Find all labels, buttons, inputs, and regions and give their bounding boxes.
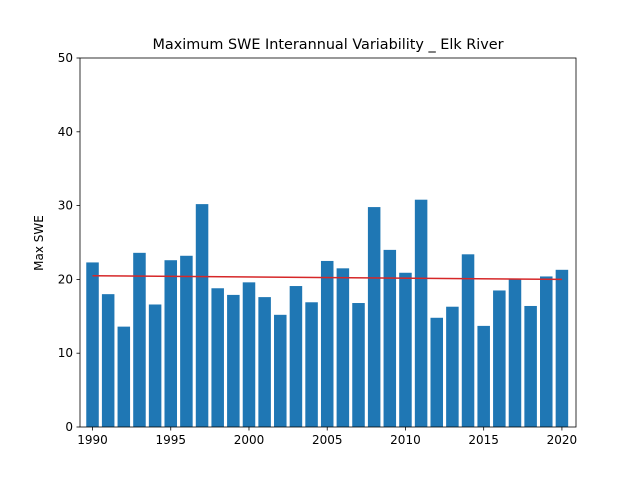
bar-2005 [320,260,334,427]
x-tick-label: 1990 [77,433,108,447]
bar-2020 [555,269,569,427]
bar-2015 [477,325,490,427]
bar-2001 [258,297,271,427]
bar-1993 [133,252,146,427]
bar-2009 [383,249,397,427]
bar-2006 [336,268,350,427]
y-tick-label: 50 [58,51,73,65]
bar-1995 [164,260,178,427]
bar-2010 [399,272,412,427]
x-tick-label: 2015 [468,433,499,447]
y-axis-label: Max SWE [32,215,46,271]
bar-2002 [274,314,287,427]
x-tick-label: 2010 [390,433,421,447]
bar-1992 [117,326,131,427]
bar-2000 [242,282,256,427]
x-tick-label: 1995 [155,433,186,447]
bar-2017 [508,279,522,427]
x-tick-label: 2020 [547,433,578,447]
bar-2004 [305,302,318,427]
trend-line [92,274,562,281]
bar-2019 [540,276,553,427]
bar-1999 [227,294,240,427]
bar-2011 [414,199,428,427]
bar-1998 [211,288,224,427]
bar-2003 [289,286,303,427]
bar-series [86,199,569,427]
x-tick-label: 2000 [234,433,265,447]
chart-title: Maximum SWE Interannual Variability _ El… [152,37,503,53]
y-tick-label: 40 [58,125,73,139]
y-tick-label: 10 [58,346,73,360]
bar-2008 [367,207,381,427]
bar-1994 [148,304,162,427]
x-axis-ticks: 1990 1995 2000 2005 2010 2015 2020 [77,427,577,447]
bar-2007 [352,303,365,427]
x-tick-label: 2005 [312,433,343,447]
y-tick-label: 0 [65,420,73,434]
bar-2018 [524,305,537,427]
bar-1991 [101,294,115,427]
plot-frame [79,57,577,428]
y-tick-label: 30 [58,199,73,213]
bar-1997 [195,204,209,427]
bar-2016 [493,290,506,427]
trend-line-group [92,274,562,281]
y-axis-ticks: 0 10 20 30 40 50 [58,51,80,434]
bar-2013 [446,306,459,427]
bar-2012 [430,317,444,427]
bar-1996 [180,255,193,427]
y-tick-label: 20 [58,272,73,286]
bar-1990 [86,262,99,427]
bar-2014 [461,254,475,427]
